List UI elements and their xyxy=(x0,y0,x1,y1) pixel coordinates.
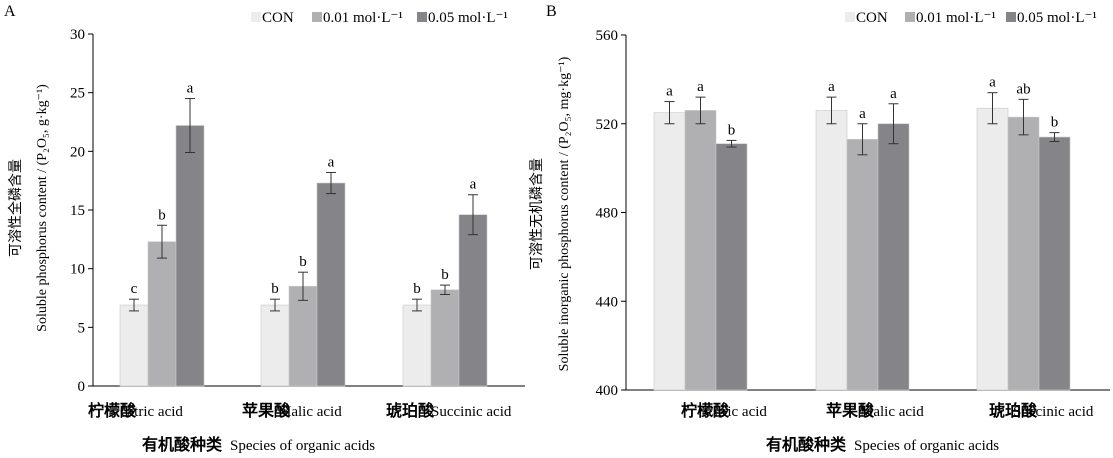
y-tick-label: 400 xyxy=(596,383,619,399)
bar xyxy=(402,304,432,387)
category-label-en: Malic acid xyxy=(860,404,924,420)
bar xyxy=(288,285,318,387)
bar xyxy=(684,110,717,391)
y-tick-label: 480 xyxy=(596,206,619,222)
panel-a-ylabel-en: Soluble phosphorus content / (P₂O₅, g·kg… xyxy=(35,84,50,332)
panel-b-legend: CON 0.01 mol·L⁻¹ 0.05 mol·L⁻¹ xyxy=(845,10,1097,26)
panel-a-xlabel: 有机酸种类 Species of organic acids xyxy=(142,435,375,454)
legend-swatch-con-b xyxy=(845,12,855,22)
panel-b-ylabel-en: Soluble inorganic phosphorus content / (… xyxy=(557,56,572,371)
significance-label: a xyxy=(470,177,477,193)
y-tick-label: 20 xyxy=(70,144,85,160)
bar xyxy=(715,143,748,391)
bar xyxy=(846,138,879,391)
significance-label: c xyxy=(131,281,138,297)
panel-a-xlabel-cn: 有机酸种类 xyxy=(142,435,223,454)
panel-a-legend: CON 0.01 mol·L⁻¹ 0.05 mol·L⁻¹ xyxy=(251,10,508,26)
y-tick-label: 15 xyxy=(70,203,85,219)
significance-label: a xyxy=(989,75,996,91)
legend-swatch-005 xyxy=(417,12,427,22)
legend-swatch-001 xyxy=(312,12,322,22)
bar xyxy=(260,304,290,387)
bar xyxy=(976,107,1009,391)
bar xyxy=(815,110,848,391)
significance-label: a xyxy=(697,79,704,95)
legend-label-con-b: CON xyxy=(856,10,888,26)
category-label-cn: 柠檬酸 xyxy=(88,401,137,420)
panel-a-ylabel-cn: 可溶性全磷含量 xyxy=(7,159,24,257)
category-label-cn: 琥珀酸 xyxy=(386,401,435,420)
y-tick-label: 5 xyxy=(78,320,86,336)
bar xyxy=(877,123,910,391)
category-label-en: Malic acid xyxy=(278,404,342,420)
significance-label: b xyxy=(158,207,166,223)
y-tick-label: 0 xyxy=(78,379,86,395)
y-tick-label: 440 xyxy=(596,294,619,310)
panel-b-ylabel-en-wrap: Soluble inorganic phosphorus content / (… xyxy=(557,56,572,371)
legend-label-001: 0.01 mol·L⁻¹ xyxy=(323,10,403,26)
category-label-en: Citric acid xyxy=(120,404,183,420)
significance-label: b xyxy=(441,267,449,283)
panel-b-xlabel-cn: 有机酸种类 xyxy=(766,435,847,454)
significance-label: b xyxy=(299,254,307,270)
bar xyxy=(316,182,346,387)
bar xyxy=(1007,116,1040,391)
bar xyxy=(175,125,205,387)
panel-b-tag: B xyxy=(546,3,557,20)
panel-a-ylabel: 可溶性全磷含量 xyxy=(7,159,24,257)
bar xyxy=(458,214,488,387)
category-label-cn: 柠檬酸 xyxy=(681,401,730,420)
category-label-en: Succinic acid xyxy=(1013,404,1094,420)
legend-label-005: 0.05 mol·L⁻¹ xyxy=(428,10,508,26)
y-tick-label: 10 xyxy=(70,262,85,278)
significance-label: a xyxy=(828,79,835,95)
legend-label-con: CON xyxy=(262,10,294,26)
legend-label-001-b: 0.01 mol·L⁻¹ xyxy=(916,10,996,26)
panel-b-ylabel-cn: 可溶性无机磷含量 xyxy=(529,158,545,270)
panel-a-ylabel-en-wrap: Soluble phosphorus content / (P₂O₅, g·kg… xyxy=(35,84,50,332)
panel-b-ylabel: 可溶性无机磷含量 xyxy=(529,158,545,270)
significance-label: b xyxy=(413,281,421,297)
category-label-cn: 苹果酸 xyxy=(242,401,291,420)
bar xyxy=(119,304,149,387)
y-tick-label: 560 xyxy=(596,28,619,44)
y-tick-label: 520 xyxy=(596,117,619,133)
significance-label: a xyxy=(328,154,335,170)
legend-swatch-005-b xyxy=(1006,12,1016,22)
bar xyxy=(1038,136,1071,391)
significance-label: b xyxy=(1051,115,1059,131)
significance-label: b xyxy=(271,281,279,297)
legend-swatch-con xyxy=(251,12,261,22)
category-label-en: Citric acid xyxy=(704,404,767,420)
bar xyxy=(430,289,460,387)
significance-label: b xyxy=(728,122,736,138)
significance-label: a xyxy=(666,84,673,100)
bar xyxy=(653,112,686,391)
y-tick-label: 25 xyxy=(70,86,85,102)
panel-a-xlabel-en: Species of organic acids xyxy=(230,438,375,454)
significance-label: a xyxy=(187,81,194,97)
panel-a-tag: A xyxy=(4,3,16,20)
category-label-cn: 苹果酸 xyxy=(826,401,875,420)
legend-swatch-001-b xyxy=(905,12,915,22)
category-label-en: Succinic acid xyxy=(431,404,512,420)
y-tick-label: 30 xyxy=(70,27,85,43)
category-label-cn: 琥珀酸 xyxy=(989,401,1038,420)
legend-label-005-b: 0.05 mol·L⁻¹ xyxy=(1017,10,1097,26)
panel-b-xlabel-en: Species of organic acids xyxy=(854,438,999,454)
bar xyxy=(147,241,177,387)
panel-b-xlabel: 有机酸种类 Species of organic acids xyxy=(766,435,999,454)
significance-label: a xyxy=(890,86,897,102)
significance-label: a xyxy=(859,106,866,122)
significance-label: ab xyxy=(1016,81,1030,97)
